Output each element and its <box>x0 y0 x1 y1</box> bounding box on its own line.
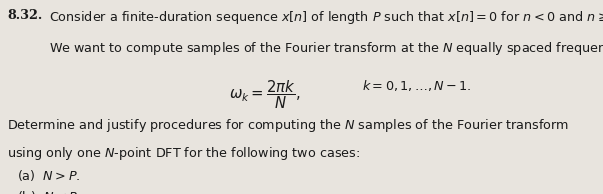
Text: (b)  $N < P$.: (b) $N < P$. <box>17 189 81 194</box>
Text: Determine and justify procedures for computing the $N$ samples of the Fourier tr: Determine and justify procedures for com… <box>7 117 569 134</box>
Text: $k = 0, 1, \ldots, N-1.$: $k = 0, 1, \ldots, N-1.$ <box>362 78 472 93</box>
Text: We want to compute samples of the Fourier transform at the $N$ equally spaced fr: We want to compute samples of the Fourie… <box>49 40 603 57</box>
Text: (a)  $N > P$.: (a) $N > P$. <box>17 168 80 183</box>
Text: 8.32.: 8.32. <box>7 9 42 22</box>
Text: using only one $N$-point DFT for the following two cases:: using only one $N$-point DFT for the fol… <box>7 145 360 162</box>
Text: Consider a finite-duration sequence $x[n]$ of length $P$ such that $x[n] = 0$ fo: Consider a finite-duration sequence $x[n… <box>49 9 603 26</box>
Text: $\omega_k = \dfrac{2\pi k}{N},$: $\omega_k = \dfrac{2\pi k}{N},$ <box>229 79 300 111</box>
